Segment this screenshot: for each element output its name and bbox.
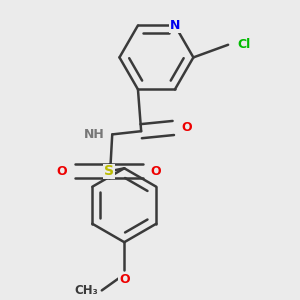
Text: O: O (57, 165, 67, 178)
Text: O: O (119, 273, 130, 286)
Text: CH₃: CH₃ (75, 284, 99, 297)
Text: Cl: Cl (238, 38, 251, 51)
Text: S: S (104, 164, 114, 178)
Text: N: N (170, 19, 180, 32)
Text: NH: NH (83, 128, 104, 141)
Text: O: O (151, 165, 161, 178)
Text: O: O (181, 122, 192, 134)
